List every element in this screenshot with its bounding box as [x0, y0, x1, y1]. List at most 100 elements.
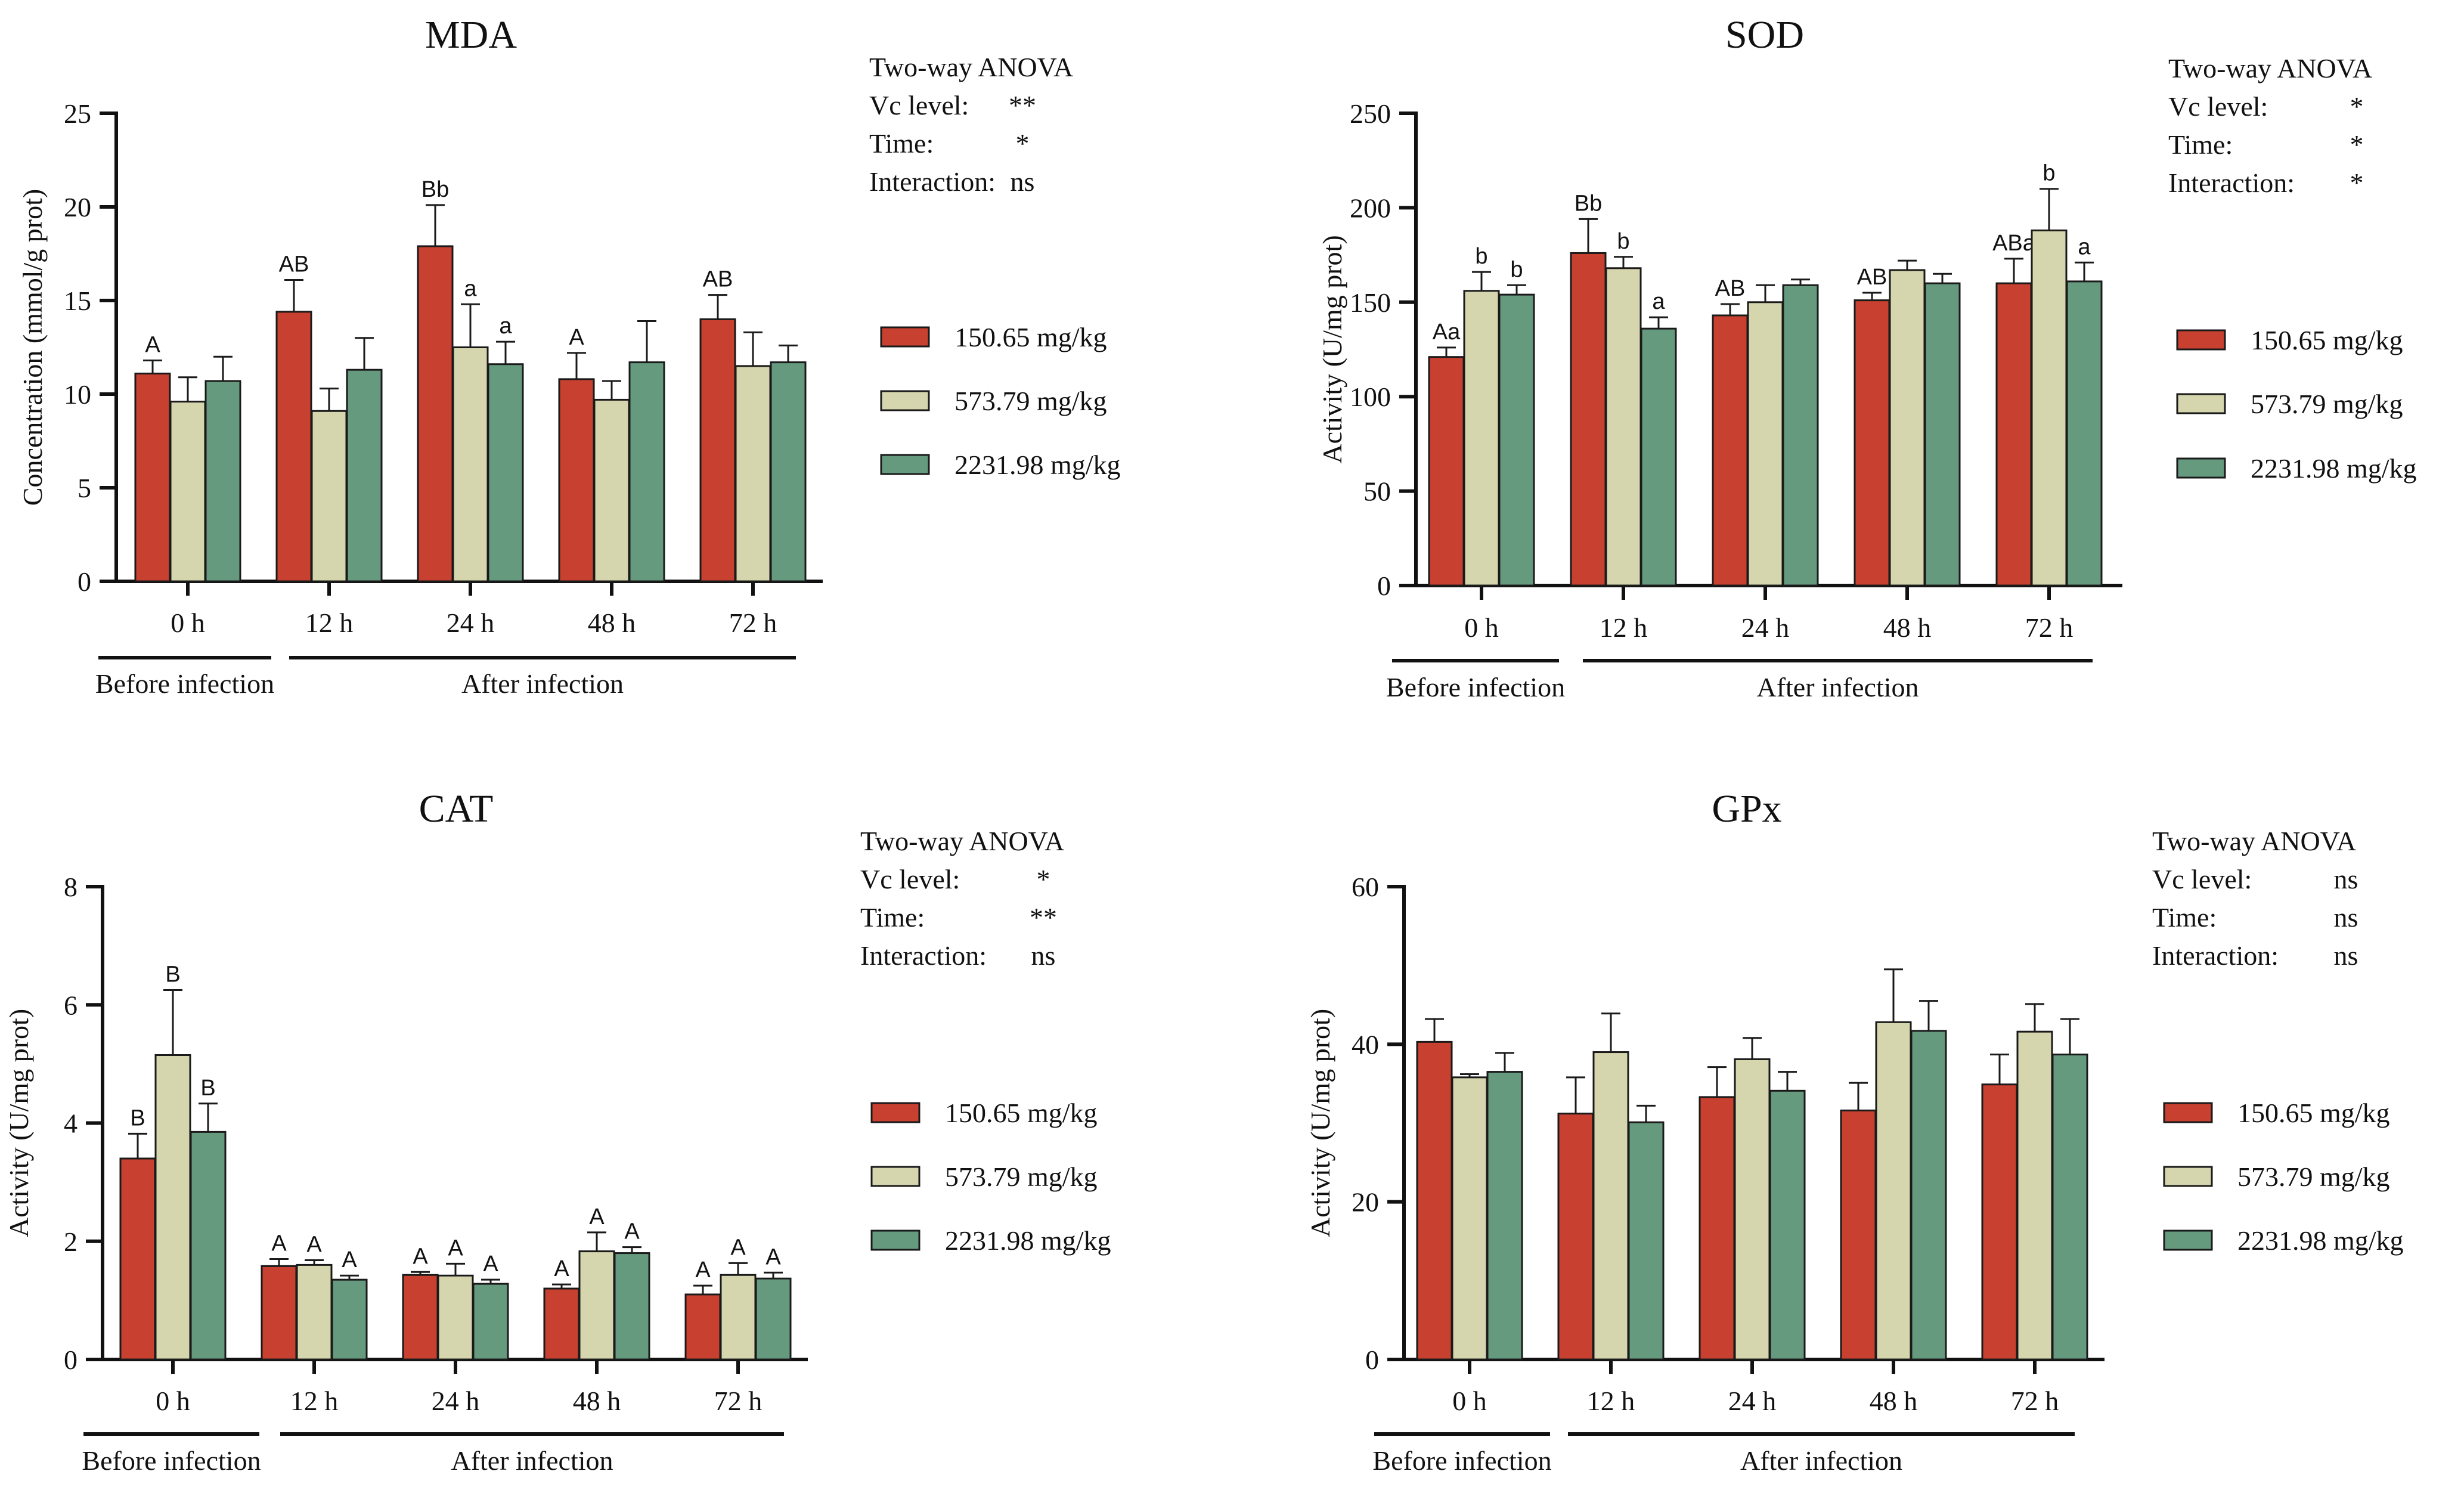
- y-axis-label: Activity (U/mg prot): [4, 1009, 34, 1237]
- y-axis-label: Activity (U/mg prot): [1317, 235, 1347, 463]
- y-tick-label: 0: [78, 566, 91, 597]
- bar: [1640, 327, 1677, 587]
- y-tick-label: 4: [64, 1108, 78, 1139]
- y-tick-label: 10: [64, 379, 91, 410]
- y-tick-label: 0: [1365, 1345, 1379, 1375]
- chart-title: SOD: [1725, 13, 1804, 57]
- anova-row-value: ns: [2334, 864, 2358, 894]
- bar: [1924, 282, 1961, 587]
- y-axis-label: Activity (U/mg prot): [1305, 1009, 1335, 1237]
- bar: [190, 1131, 227, 1361]
- bar: [2051, 1054, 2088, 1361]
- chart-title: MDA: [425, 13, 517, 57]
- group-label: After infection: [451, 1445, 613, 1476]
- anova-row-value: *: [2350, 91, 2364, 122]
- y-tick-label: 200: [1350, 193, 1391, 223]
- y-tick-label: 60: [1352, 872, 1379, 902]
- anova-row-value: ns: [1031, 940, 1056, 971]
- chart-panel-sod: SOD Activity (U/mg prot) 0 50 100 150 200 250 0 …: [1317, 13, 2417, 702]
- bar: [1782, 284, 1819, 587]
- significance-letter: b: [1617, 229, 1629, 254]
- bar: [1769, 1089, 1806, 1361]
- x-tick-label: 48 h: [588, 608, 636, 638]
- chart-panel-mda: MDA Concentration (mmol/g prot) 0 5 10 15 20 25…: [17, 13, 1121, 699]
- y-tick-label: 25: [64, 98, 91, 129]
- bar: [543, 1287, 580, 1361]
- bar: [1910, 1030, 1947, 1361]
- significance-letter: Aa: [1433, 320, 1461, 345]
- anova-row-value: ns: [2334, 940, 2358, 971]
- bar: [1875, 1021, 1912, 1361]
- x-tick-label: 12 h: [1587, 1386, 1635, 1416]
- anova-row-label: Interaction:: [2168, 168, 2295, 198]
- anova-row-label: Time:: [869, 128, 934, 159]
- anova-row-value: ns: [1011, 166, 1035, 197]
- bar: [1995, 282, 2032, 587]
- significance-letter: A: [695, 1258, 711, 1283]
- significance-letter: AB: [279, 252, 309, 277]
- legend-label: 573.79 mg/kg: [954, 386, 1107, 416]
- legend-swatch: [2163, 1102, 2213, 1123]
- anova-row-value: *: [2350, 168, 2364, 198]
- y-tick-label: 100: [1350, 382, 1391, 412]
- bar: [1840, 1109, 1877, 1361]
- anova-row-label: Vc level:: [860, 864, 960, 894]
- bar: [261, 1265, 297, 1361]
- x-tick-label: 48 h: [1870, 1386, 1918, 1416]
- x-tick-label: 12 h: [1600, 612, 1648, 643]
- significance-letter: A: [483, 1252, 498, 1277]
- bar: [1605, 267, 1642, 587]
- bar: [1463, 290, 1500, 587]
- y-tick-label: 20: [1352, 1187, 1379, 1218]
- bar: [402, 1274, 439, 1361]
- anova-row-label: Time:: [2152, 902, 2217, 933]
- significance-letter: A: [624, 1219, 640, 1244]
- anova-title: Two-way ANOVA: [2152, 826, 2356, 856]
- anova-title: Two-way ANOVA: [2168, 53, 2372, 83]
- bar: [684, 1293, 721, 1361]
- group-label: After infection: [1740, 1445, 1902, 1476]
- bar: [1486, 1071, 1523, 1361]
- significance-letter: A: [448, 1235, 463, 1260]
- anova-row-label: Vc level:: [869, 90, 969, 120]
- significance-letter: A: [765, 1244, 781, 1269]
- bar: [2031, 229, 2068, 587]
- x-tick-label: 72 h: [729, 608, 777, 638]
- legend-label: 573.79 mg/kg: [2251, 389, 2403, 419]
- significance-letter: a: [2078, 234, 2091, 259]
- significance-letter: A: [306, 1232, 322, 1257]
- y-tick-label: 2: [64, 1227, 78, 1257]
- significance-letter: A: [145, 332, 160, 357]
- bar: [346, 368, 383, 583]
- bar: [1734, 1058, 1771, 1361]
- anova-row-value: **: [1030, 902, 1057, 933]
- y-tick-label: 8: [64, 872, 78, 902]
- significance-letter: A: [730, 1235, 746, 1260]
- bar: [558, 378, 595, 583]
- bar: [613, 1252, 650, 1361]
- legend-label: 573.79 mg/kg: [2237, 1162, 2390, 1192]
- group-label: Before infection: [1372, 1445, 1551, 1476]
- bar: [755, 1277, 792, 1361]
- anova-title: Two-way ANOVA: [869, 52, 1073, 82]
- significance-letter: A: [271, 1231, 287, 1256]
- bar: [593, 398, 630, 583]
- bar: [1628, 1121, 1665, 1361]
- y-tick-label: 0: [64, 1345, 78, 1375]
- significance-letter: A: [554, 1256, 569, 1281]
- x-tick-label: 0 h: [171, 608, 205, 638]
- x-tick-label: 72 h: [2011, 1386, 2059, 1416]
- bar: [437, 1274, 474, 1361]
- y-tick-label: 50: [1363, 476, 1391, 507]
- bar: [487, 363, 524, 583]
- y-axis-label: Concentration (mmol/g prot): [17, 189, 48, 506]
- bar: [1557, 1113, 1594, 1361]
- significance-letter: a: [1652, 289, 1665, 314]
- x-tick-label: 72 h: [2025, 612, 2074, 643]
- legend-swatch: [870, 1102, 920, 1123]
- significance-letter: AB: [1857, 265, 1887, 290]
- legend-label: 2231.98 mg/kg: [954, 450, 1121, 480]
- bar: [1854, 299, 1890, 587]
- significance-letter: Bb: [1575, 191, 1602, 216]
